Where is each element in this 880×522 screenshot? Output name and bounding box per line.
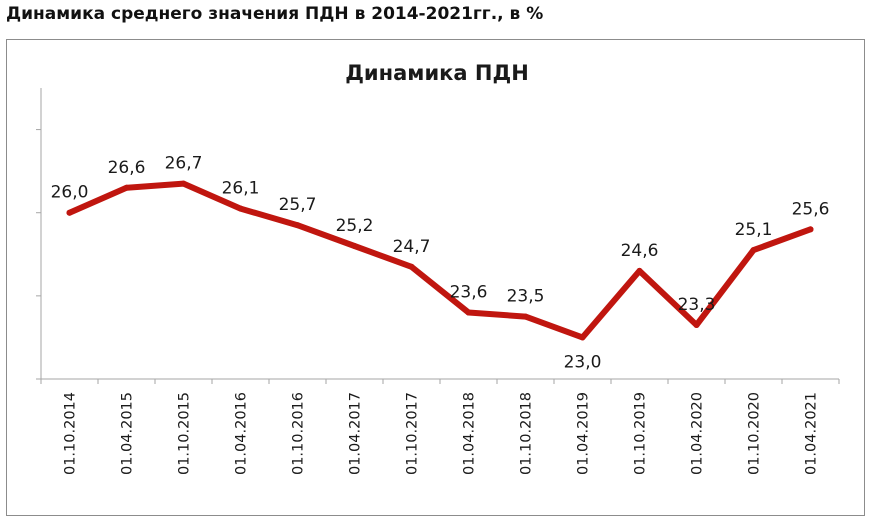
data-label: 23,3	[678, 295, 716, 315]
chart-axes	[36, 88, 840, 384]
x-tick-label: 01.04.2017	[348, 392, 364, 475]
x-tick-label: 01.04.2019	[576, 392, 592, 475]
x-tick-label: 01.10.2016	[291, 392, 307, 475]
x-tick-labels: 01.10.2014 01.04.2015 01.10.2015 01.04.2016…	[63, 392, 820, 475]
x-tick-label: 01.04.2021	[804, 392, 820, 475]
data-point	[180, 180, 187, 187]
data-point	[750, 247, 757, 254]
data-label: 26,7	[165, 154, 203, 174]
data-point	[579, 334, 586, 341]
x-tick-label: 01.04.2015	[120, 392, 136, 475]
data-labels: 26,0 26,6 26,7 26,1 25,7 25,2 24,7 23,6 23,5 23,0…	[51, 154, 830, 373]
series-line	[66, 180, 814, 341]
data-point	[636, 267, 643, 274]
x-tick-label: 01.10.2015	[177, 392, 193, 475]
x-tick-label: 01.10.2020	[747, 392, 763, 475]
series-layer	[66, 180, 814, 341]
page-heading: Динамика среднего значения ПДН в 2014-20…	[6, 4, 544, 24]
data-label: 23,6	[450, 282, 488, 302]
data-label: 24,6	[621, 241, 659, 261]
data-label: 24,7	[393, 237, 431, 257]
data-label: 25,2	[336, 216, 374, 236]
data-point	[237, 205, 244, 212]
data-label: 26,0	[51, 183, 89, 203]
x-tick-label: 01.10.2018	[519, 392, 535, 475]
data-point	[465, 309, 472, 316]
data-point	[408, 263, 415, 270]
data-label: 25,7	[279, 195, 317, 215]
x-tick-label: 01.10.2014	[63, 392, 79, 475]
data-point	[66, 209, 73, 216]
data-point	[693, 321, 700, 328]
data-label: 23,0	[564, 352, 602, 372]
x-tick-label: 01.10.2017	[405, 392, 421, 475]
data-label: 25,1	[735, 220, 773, 240]
data-point	[807, 226, 814, 233]
chart-title: Динамика ПДН	[345, 61, 529, 85]
data-label: 25,6	[792, 199, 830, 219]
data-label: 26,1	[222, 179, 260, 199]
data-label: 23,5	[507, 287, 545, 307]
data-point	[123, 184, 130, 191]
x-tick-label: 01.04.2020	[690, 392, 706, 475]
data-point	[522, 313, 529, 320]
data-point	[351, 242, 358, 249]
x-tick-label: 01.10.2019	[633, 392, 649, 475]
chart-frame	[6, 39, 865, 516]
data-label: 26,6	[108, 158, 146, 178]
x-tick-label: 01.04.2016	[234, 392, 250, 475]
data-point	[294, 222, 301, 229]
x-tick-label: 01.04.2018	[462, 392, 478, 475]
